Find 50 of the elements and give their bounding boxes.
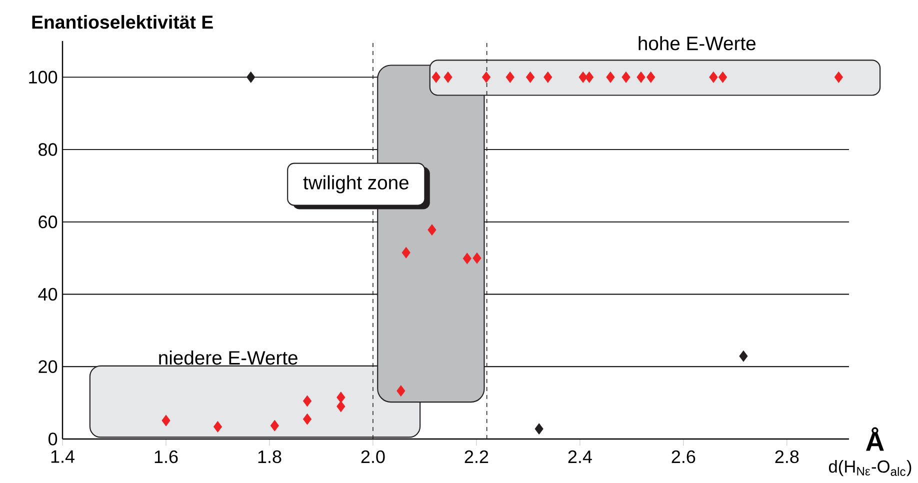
point bbox=[462, 252, 472, 264]
point bbox=[834, 72, 843, 83]
point bbox=[482, 72, 491, 83]
y-tick-label: 40 bbox=[38, 288, 58, 301]
point bbox=[432, 72, 440, 83]
point bbox=[636, 72, 646, 83]
point bbox=[709, 72, 718, 83]
x-tick-label: 1.4 bbox=[51, 450, 75, 463]
x-tick-label: 2.6 bbox=[672, 450, 696, 464]
point bbox=[606, 72, 615, 83]
point bbox=[472, 252, 482, 264]
point bbox=[578, 72, 588, 83]
x-tick-label: 1.6 bbox=[154, 450, 178, 464]
y-tick-label: 100 bbox=[29, 70, 58, 84]
point bbox=[428, 224, 436, 236]
annotation: hohe E-Werte bbox=[638, 36, 756, 50]
point bbox=[444, 72, 452, 83]
annotation: niedere E-Werte bbox=[159, 350, 298, 365]
point bbox=[402, 247, 410, 258]
point bbox=[739, 350, 748, 362]
point bbox=[718, 72, 728, 83]
point bbox=[302, 395, 312, 407]
y-tick-label: 80 bbox=[38, 143, 58, 156]
point bbox=[213, 421, 222, 432]
x-tick-label: 2.8 bbox=[775, 450, 799, 464]
x-tick-label: 2.2 bbox=[464, 450, 488, 463]
point bbox=[162, 414, 170, 426]
point bbox=[336, 392, 346, 403]
point bbox=[622, 72, 630, 83]
point bbox=[270, 420, 279, 432]
point bbox=[584, 72, 594, 83]
x-tick-label: 2.4 bbox=[568, 450, 592, 463]
point bbox=[506, 72, 514, 83]
point bbox=[302, 413, 312, 425]
point bbox=[534, 423, 544, 434]
y-axis-title: Enantioselektivität E bbox=[32, 15, 213, 29]
x-tick-label: 2.0 bbox=[361, 450, 385, 464]
point bbox=[336, 400, 346, 412]
x-axis-title: d(H$_{Nε}$-O$_{alc}$) bbox=[828, 460, 912, 476]
annotation: twilight zone bbox=[303, 175, 408, 194]
y-tick-label: 20 bbox=[38, 360, 58, 373]
point bbox=[544, 72, 552, 83]
y-tick-label: 60 bbox=[38, 216, 58, 228]
point bbox=[396, 385, 406, 396]
point bbox=[526, 72, 535, 83]
text: Å bbox=[866, 427, 884, 451]
x-tick-label: 1.8 bbox=[258, 450, 282, 464]
point bbox=[246, 72, 256, 83]
point bbox=[646, 72, 656, 83]
y-tick-label: 0 bbox=[48, 432, 58, 446]
